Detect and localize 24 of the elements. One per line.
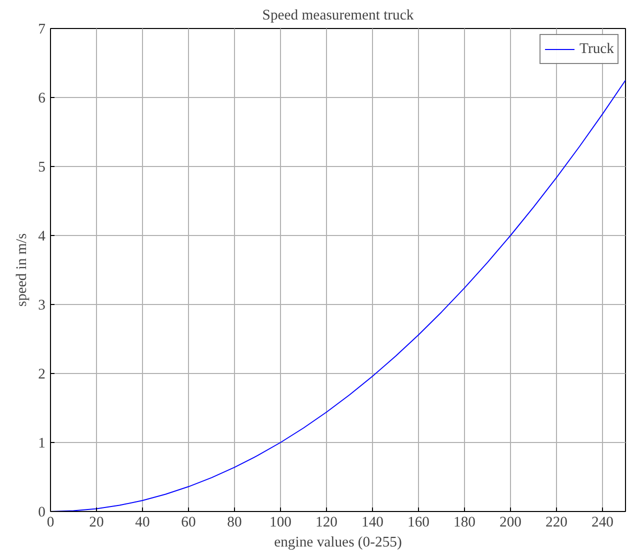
x-tick-label: 40 (135, 514, 150, 530)
legend-label: Truck (580, 40, 614, 58)
x-tick-label: 140 (362, 514, 384, 530)
x-tick-label: 20 (89, 514, 104, 530)
x-tick-label: 240 (592, 514, 614, 530)
y-tick-label: 6 (38, 90, 46, 106)
x-tick-label: 180 (454, 514, 476, 530)
chart-title: Speed measurement truck (262, 8, 414, 24)
y-tick-label: 5 (38, 160, 46, 176)
x-tick-label: 200 (500, 514, 522, 530)
x-axis-title: engine values (0-255) (274, 534, 402, 550)
x-tick-label: 100 (270, 514, 292, 530)
y-tick-label: 7 (38, 22, 46, 38)
x-tick-label: 120 (316, 514, 338, 530)
y-tick-label: 1 (38, 436, 46, 452)
x-tick-label: 160 (408, 514, 430, 530)
x-tick-label: 60 (181, 514, 196, 530)
y-axis-title: speed in m/s (14, 233, 30, 307)
y-tick-label: 0 (38, 504, 46, 520)
x-tick-label: 220 (546, 514, 568, 530)
y-tick-label: 3 (38, 298, 46, 314)
y-tick-label: 2 (38, 366, 46, 382)
y-tick-label: 4 (38, 228, 46, 244)
x-tick-label: 80 (227, 514, 242, 530)
